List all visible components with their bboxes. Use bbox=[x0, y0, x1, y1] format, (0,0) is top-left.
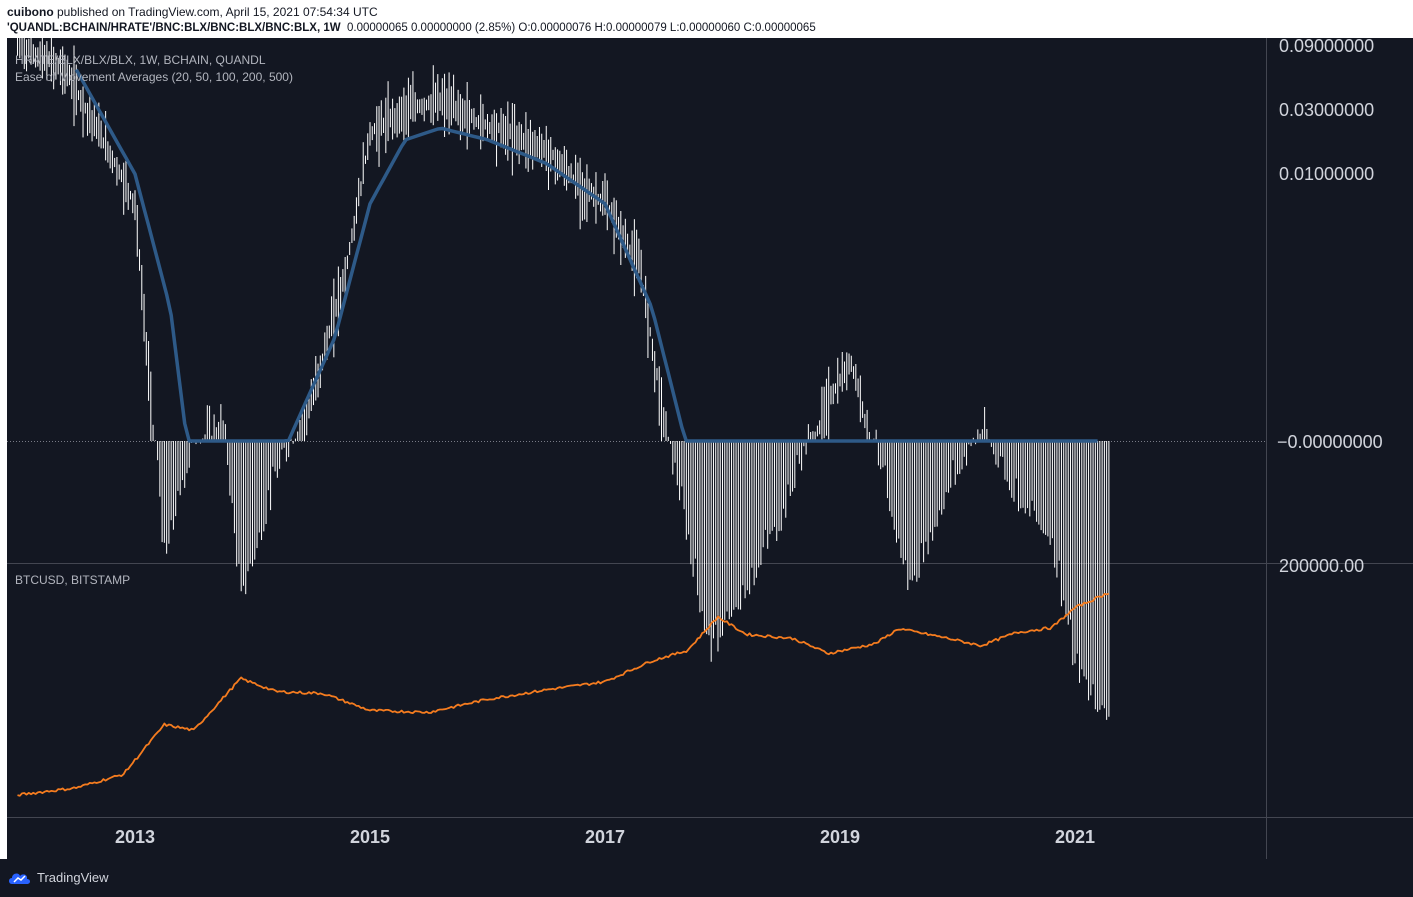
y-tick-label: 0.09000000 bbox=[1279, 38, 1374, 56]
tradingview-brand[interactable]: TradingView bbox=[8, 870, 109, 885]
x-tick-label: 2019 bbox=[820, 827, 860, 847]
brand-text: TradingView bbox=[37, 870, 109, 885]
moving-average-line bbox=[74, 68, 1098, 443]
publish-header: cuibono published on TradingView.com, Ap… bbox=[0, 0, 1413, 38]
publisher-name[interactable]: cuibono bbox=[7, 5, 54, 19]
cloud-logo-icon bbox=[9, 873, 30, 884]
pane1-legend-title[interactable]: HRATE/BLX/BLX/BLX, 1W, BCHAIN, QUANDL bbox=[15, 53, 266, 67]
y-tick-label-btc: 200000.00 bbox=[1279, 556, 1364, 576]
y-tick-label: 0.03000000 bbox=[1279, 100, 1374, 120]
pane2-legend-title[interactable]: BTCUSD, BITSTAMP bbox=[15, 573, 131, 587]
btcusd-line bbox=[17, 592, 1110, 797]
y-tick-label: −0.00000000 bbox=[1277, 432, 1383, 452]
y-tick-label: 0.01000000 bbox=[1279, 164, 1374, 184]
x-tick-label: 2017 bbox=[585, 827, 625, 847]
publish-text: published on TradingView.com, April 15, … bbox=[53, 5, 378, 19]
ohlc-values: 0.00000065 0.00000000 (2.85%) O:0.000000… bbox=[347, 22, 816, 34]
price-bars bbox=[17, 38, 1110, 720]
x-tick-label: 2015 bbox=[350, 827, 390, 847]
x-tick-label: 2013 bbox=[115, 827, 155, 847]
footer-bar: TradingView bbox=[0, 859, 1413, 897]
symbol-line: 'QUANDL:BCHAIN/HRATE'/BNC:BLX/BNC:BLX/BN… bbox=[7, 22, 816, 34]
chart-area[interactable]: 0.09000000 0.03000000 0.01000000 −0.0000… bbox=[7, 38, 1413, 859]
pane1-legend-ma[interactable]: Ease of Movement Averages (20, 50, 100, … bbox=[15, 70, 293, 84]
symbol-name: 'QUANDL:BCHAIN/HRATE'/BNC:BLX/BNC:BLX/BN… bbox=[7, 22, 341, 34]
x-tick-label: 2021 bbox=[1055, 827, 1095, 847]
publish-info: cuibono published on TradingView.com, Ap… bbox=[7, 5, 378, 19]
chart-svg[interactable]: 0.09000000 0.03000000 0.01000000 −0.0000… bbox=[7, 38, 1413, 859]
